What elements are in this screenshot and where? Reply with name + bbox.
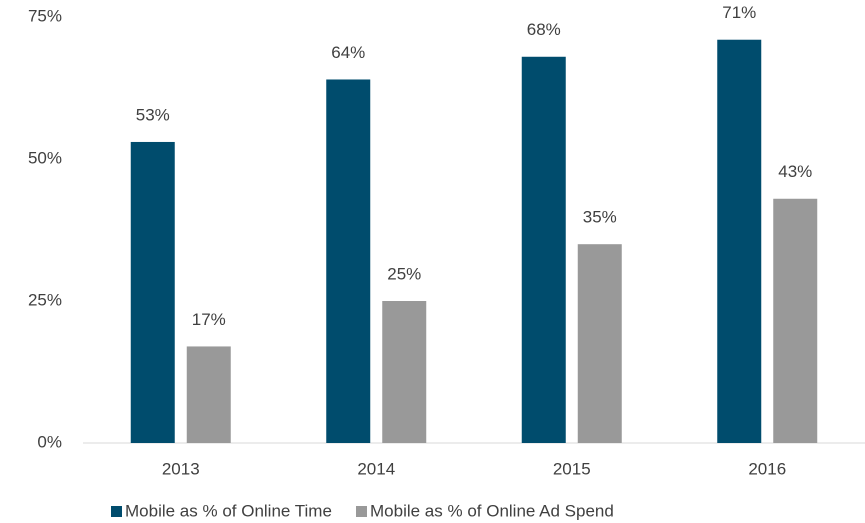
value-label: 53% <box>136 105 170 124</box>
value-label: 68% <box>527 20 561 39</box>
bar <box>326 79 371 443</box>
bar <box>577 244 622 443</box>
x-tick-label: 2015 <box>553 459 591 478</box>
bar <box>130 141 175 443</box>
value-label: 71% <box>722 3 756 22</box>
bar <box>521 56 566 443</box>
legend-label: Mobile as % of Online Time <box>125 501 332 520</box>
y-tick-label: 25% <box>28 290 62 309</box>
value-label: 25% <box>387 264 421 283</box>
x-tick-label: 2014 <box>357 459 395 478</box>
x-tick-label: 2016 <box>748 459 786 478</box>
legend-label: Mobile as % of Online Ad Spend <box>370 501 614 520</box>
value-label: 43% <box>778 162 812 181</box>
bar <box>186 346 231 443</box>
value-label: 17% <box>192 310 226 329</box>
bar <box>773 198 818 443</box>
legend-swatch <box>111 506 122 517</box>
y-tick-label: 0% <box>37 432 62 451</box>
legend-swatch <box>356 506 367 517</box>
value-label: 35% <box>583 208 617 227</box>
x-tick-label: 2013 <box>162 459 200 478</box>
y-tick-label: 75% <box>28 6 62 25</box>
value-label: 64% <box>331 43 365 62</box>
y-tick-label: 50% <box>28 148 62 167</box>
bar <box>382 301 427 443</box>
bar <box>717 39 762 443</box>
